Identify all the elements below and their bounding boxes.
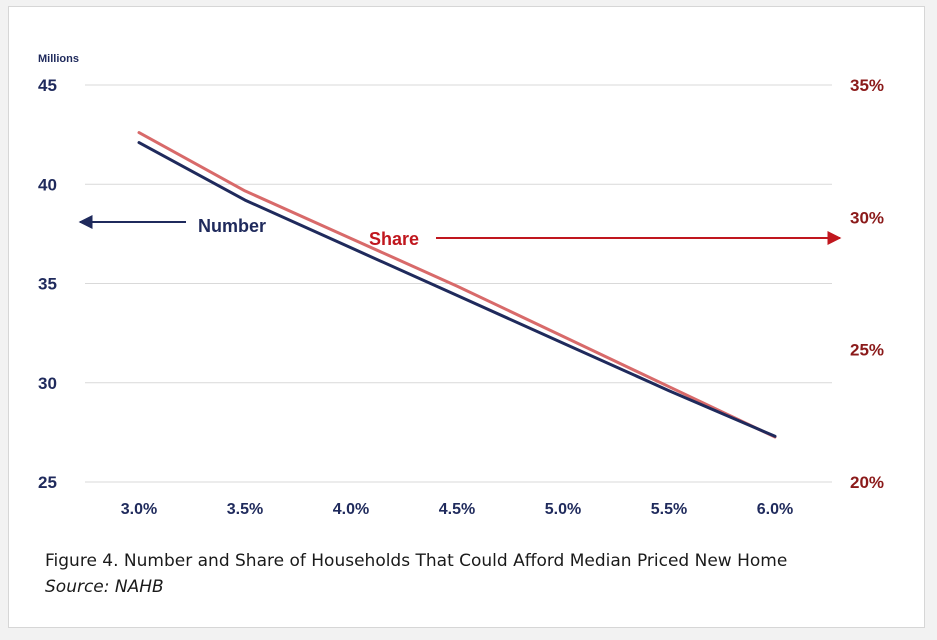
left-axis-unit-label: Millions [38,53,79,65]
left-axis-tick-label: 35 [38,275,57,294]
share-series-label: Share [369,229,419,249]
right-axis-tick-label: 35% [850,76,884,95]
left-axis-tick-label: 25 [38,473,57,492]
right-axis-tick-label: 25% [850,341,884,360]
x-axis-tick-label: 3.5% [227,501,263,518]
share-series-line [137,131,777,439]
figure-caption-text: Figure 4. Number and Share of Households… [45,551,788,571]
figure-caption: Figure 4. Number and Share of Households… [45,548,925,600]
x-axis-tick-label: 5.5% [651,501,687,518]
x-axis-tick-label: 3.0% [121,501,157,518]
left-axis-tick-label: 40 [38,175,57,194]
x-axis-tick-label: 4.0% [333,501,369,518]
figure-card [8,6,925,628]
left-axis-tick-label: 45 [38,76,57,95]
x-axis-tick-label: 5.0% [545,501,581,518]
gridlines [85,84,832,483]
right-axis-tick-label: 30% [850,208,884,227]
number-series-label: Number [198,216,266,236]
left-axis-tick-label: 30 [38,374,57,393]
right-axis-ticks: 35% 30% 25% 20% [850,76,884,492]
line-chart: Millions 45 40 35 30 25 35% 30% 25% 20% 3.0% 3.5… [38,53,884,518]
left-axis-ticks: 45 40 35 30 25 [38,76,57,492]
x-axis-ticks: 3.0% 3.5% 4.0% 4.5% 5.0% 5.5% 6.0% [121,501,793,518]
x-axis-tick-label: 6.0% [757,501,793,518]
series-lines [137,131,777,439]
number-series-line [137,141,777,438]
x-axis-tick-label: 4.5% [439,501,475,518]
right-axis-tick-label: 20% [850,473,884,492]
figure-source: Source: NAHB [45,577,164,597]
